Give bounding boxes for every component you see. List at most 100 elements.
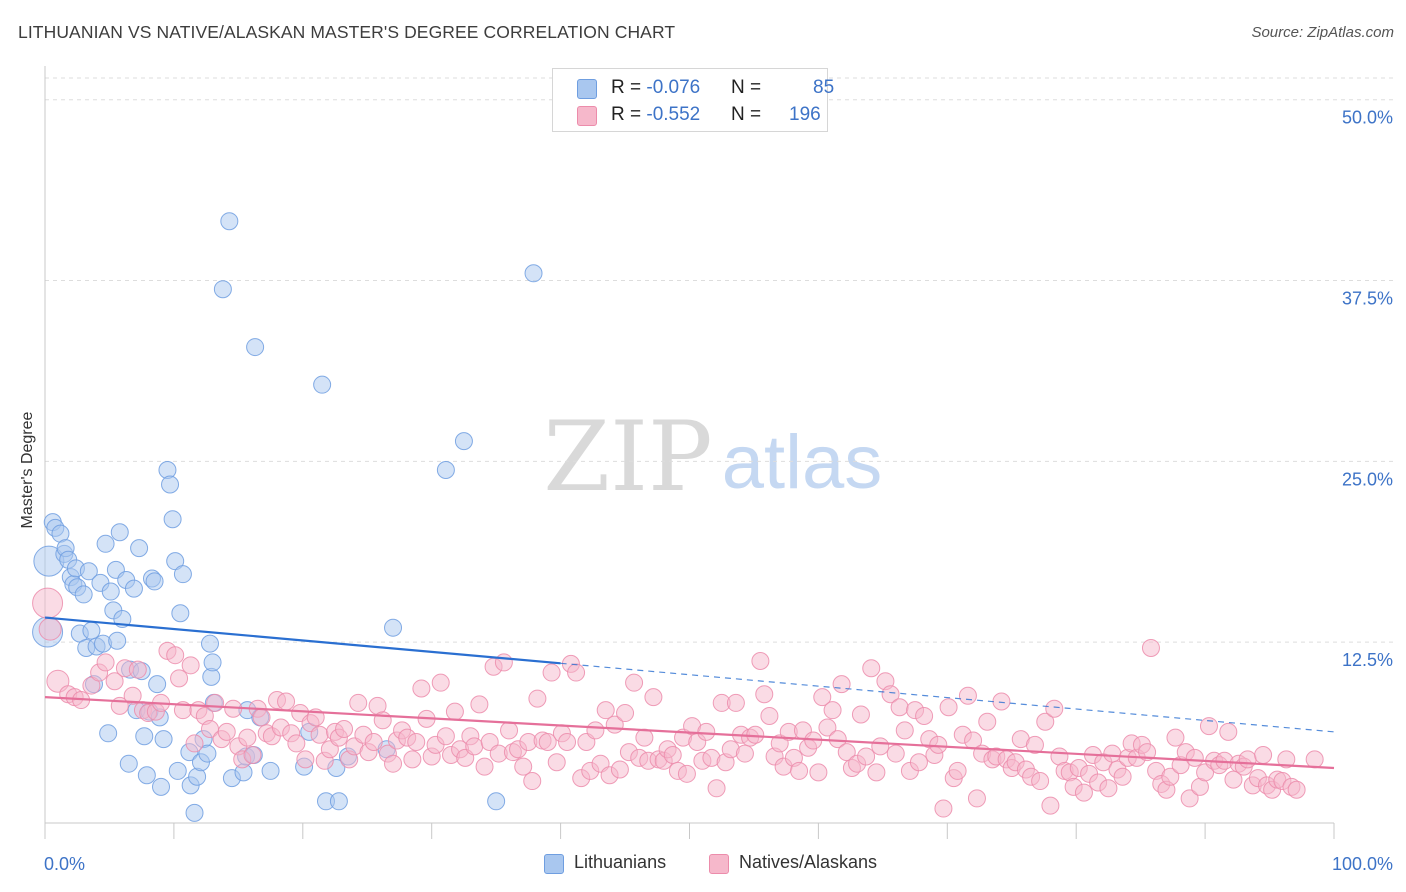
point-natives-alaskans: [1254, 746, 1273, 765]
point-natives-alaskans: [596, 701, 615, 720]
point-lithuanians: [99, 724, 118, 743]
point-natives-alaskans: [635, 728, 654, 747]
point-lithuanians: [110, 523, 129, 542]
point-natives-alaskans: [445, 702, 464, 721]
point-natives-alaskans: [1141, 638, 1160, 657]
point-natives-alaskans: [542, 663, 561, 682]
series-legend: Lithuanians Natives/Alaskans: [0, 852, 1406, 878]
legend-label-lithuanians: Lithuanians: [574, 852, 667, 872]
point-natives-alaskans: [967, 789, 986, 808]
point-natives-alaskans: [217, 722, 236, 741]
point-lithuanians: [329, 792, 348, 811]
point-natives-alaskans: [1287, 780, 1306, 799]
point-natives-alaskans: [616, 704, 635, 723]
point-natives-alaskans: [277, 692, 296, 711]
point-natives-alaskans: [1074, 783, 1093, 802]
point-natives-alaskans: [523, 772, 542, 791]
point-natives-alaskans: [32, 587, 64, 619]
point-natives-alaskans: [751, 651, 770, 670]
point-natives-alaskans: [1180, 789, 1199, 808]
legend-r-label: R = -0.552: [611, 104, 701, 125]
legend-swatch-pink: [709, 854, 729, 874]
point-lithuanians: [246, 338, 265, 357]
point-natives-alaskans: [567, 663, 586, 682]
point-natives-alaskans: [475, 757, 494, 776]
point-natives-alaskans: [547, 753, 566, 772]
point-natives-alaskans: [992, 692, 1011, 711]
watermark-atlas: atlas: [722, 420, 883, 505]
point-natives-alaskans: [166, 646, 185, 665]
point-lithuanians: [74, 585, 93, 604]
tick-labels: 12.5% 25.0% 37.5% 50.0% 0.0% 100.0%: [44, 108, 1393, 874]
trend-line-lithuanians: [44, 616, 561, 665]
point-lithuanians: [313, 375, 332, 394]
point-natives-alaskans: [760, 706, 779, 725]
trend-lines: [44, 616, 1335, 770]
legend-n-value: 85: [813, 77, 835, 98]
point-natives-alaskans: [500, 721, 519, 740]
point-natives-alaskans: [1199, 717, 1218, 736]
legend-swatch-blue: [577, 79, 597, 99]
point-natives-alaskans: [677, 764, 696, 783]
trend-line-lithuanians-extrapolated: [560, 662, 1335, 733]
point-natives-alaskans: [1185, 748, 1204, 767]
point-natives-alaskans: [470, 695, 489, 714]
point-natives-alaskans: [185, 734, 204, 753]
point-natives-alaskans: [644, 688, 663, 707]
point-natives-alaskans: [809, 763, 828, 782]
point-lithuanians: [130, 539, 149, 558]
point-natives-alaskans: [755, 685, 774, 704]
point-natives-alaskans: [895, 721, 914, 740]
point-natives-alaskans: [1219, 722, 1238, 741]
point-lithuanians: [487, 792, 506, 811]
point-natives-alaskans: [238, 728, 257, 747]
point-natives-alaskans: [514, 757, 533, 776]
point-natives-alaskans: [1224, 770, 1243, 789]
point-natives-alaskans: [287, 734, 306, 753]
point-natives-alaskans: [939, 698, 958, 717]
point-natives-alaskans: [436, 727, 455, 746]
legend-swatch-blue: [544, 854, 564, 874]
point-lithuanians: [173, 565, 192, 584]
point-natives-alaskans: [813, 688, 832, 707]
point-natives-alaskans: [707, 779, 726, 798]
point-natives-alaskans: [746, 725, 765, 744]
point-natives-alaskans: [407, 732, 426, 751]
point-lithuanians: [154, 730, 173, 749]
point-lithuanians: [185, 803, 204, 822]
y-tick-label: 12.5%: [1342, 650, 1393, 670]
point-natives-alaskans: [586, 721, 605, 740]
point-natives-alaskans: [123, 686, 142, 705]
point-natives-alaskans: [1305, 750, 1324, 769]
point-natives-alaskans: [1045, 699, 1064, 718]
axes: [44, 66, 1335, 839]
legend-n-label: N =: [731, 104, 762, 125]
legend-n-value: 196: [789, 104, 821, 125]
point-natives-alaskans: [948, 761, 967, 780]
y-tick-label: 37.5%: [1342, 289, 1393, 309]
point-lithuanians: [96, 534, 115, 553]
point-lithuanians: [101, 582, 120, 601]
point-natives-alaskans: [909, 753, 928, 772]
legend-swatch-pink: [577, 106, 597, 126]
point-natives-alaskans: [790, 761, 809, 780]
point-natives-alaskans: [252, 708, 271, 727]
point-natives-alaskans: [335, 719, 354, 738]
point-natives-alaskans: [890, 698, 909, 717]
point-lithuanians: [119, 754, 138, 773]
watermark: ZIP atlas: [543, 401, 882, 513]
point-natives-alaskans: [823, 701, 842, 720]
point-natives-alaskans: [1041, 796, 1060, 815]
point-lithuanians: [384, 618, 403, 637]
point-natives-alaskans: [697, 722, 716, 741]
point-lithuanians: [261, 761, 280, 780]
legend-n-label: N =: [731, 77, 762, 98]
y-tick-label: 50.0%: [1342, 108, 1393, 128]
point-natives-alaskans: [538, 732, 557, 751]
y-tick-label: 25.0%: [1342, 469, 1393, 489]
point-lithuanians: [163, 510, 182, 529]
point-lithuanians: [524, 264, 543, 283]
point-natives-alaskans: [181, 656, 200, 675]
point-natives-alaskans: [837, 743, 856, 762]
